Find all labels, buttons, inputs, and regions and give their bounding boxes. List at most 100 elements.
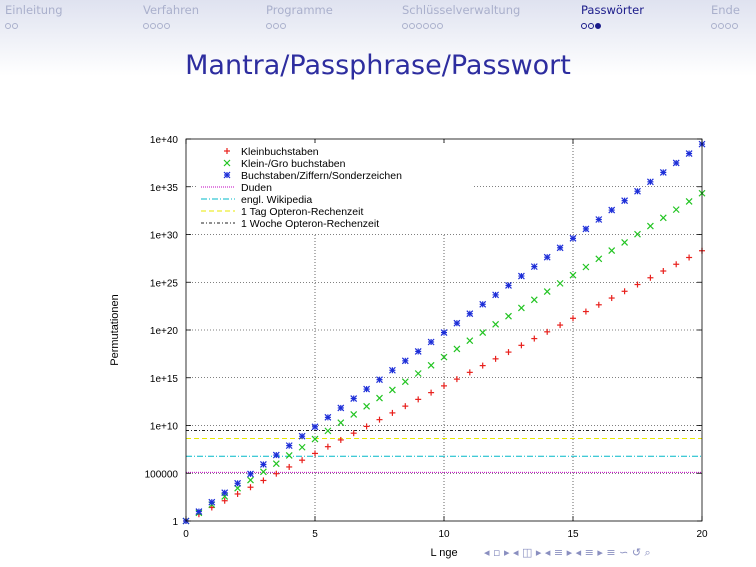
data-point	[337, 436, 344, 443]
y-tick-label: 1e+35	[150, 183, 179, 194]
data-point	[324, 413, 332, 421]
x-tick-label: 20	[696, 529, 708, 540]
data-point	[466, 337, 474, 345]
subsection-dot[interactable]	[437, 23, 443, 29]
x-tick-label: 10	[438, 529, 450, 540]
nav-section-5[interactable]: Passwörter	[581, 3, 644, 29]
beamer-navigation-symbols[interactable]: ◂ ▫ ▸ ◂ ◫ ▸ ◂ ≡ ▸ ◂ ≡ ▸ ≡ ∽ ↺ ⌕	[484, 546, 651, 559]
subsection-dot[interactable]	[273, 23, 279, 29]
data-point	[530, 263, 538, 271]
nav-section-2[interactable]: Verfahren	[143, 4, 199, 29]
data-point	[208, 498, 216, 506]
data-point	[247, 470, 254, 478]
data-point	[221, 489, 229, 497]
data-point	[273, 470, 280, 477]
data-point	[414, 347, 422, 355]
data-point	[401, 378, 409, 386]
nav-section-4[interactable]: Schlüsselverwaltung	[402, 4, 520, 29]
data-point	[388, 386, 396, 394]
nav-section-1[interactable]: Einleitung	[5, 3, 63, 29]
data-point	[505, 312, 512, 320]
subsection-dot[interactable]	[143, 23, 149, 29]
subsection-dot[interactable]	[157, 23, 163, 29]
subsection-dot[interactable]	[588, 23, 594, 29]
data-point	[634, 281, 641, 288]
data-point	[479, 329, 487, 336]
subsection-dot[interactable]	[150, 23, 156, 29]
header-fade	[0, 36, 756, 76]
subsection-dot[interactable]	[423, 23, 429, 29]
x-tick-label: 5	[312, 529, 318, 540]
data-point	[234, 490, 241, 497]
data-point	[427, 361, 435, 369]
nav-section-6[interactable]: Ende	[711, 4, 740, 29]
data-point	[544, 328, 551, 335]
subsection-dot[interactable]	[266, 23, 272, 29]
subsection-dot[interactable]	[430, 23, 436, 29]
data-point	[223, 159, 231, 167]
subsection-dot[interactable]	[416, 23, 422, 29]
nav-section-label: Passwörter	[581, 3, 644, 17]
data-point	[466, 369, 473, 376]
y-tick-label: 1e+10	[150, 422, 179, 433]
data-point	[543, 253, 551, 261]
subsection-dot[interactable]	[164, 23, 170, 29]
data-point	[440, 329, 448, 336]
data-point	[324, 443, 331, 450]
data-point	[595, 301, 602, 308]
nav-section-label: Programme	[266, 3, 333, 17]
data-point	[195, 508, 203, 516]
data-point	[595, 216, 603, 223]
y-axis-label: Permutationen	[109, 294, 121, 366]
data-point	[646, 178, 654, 186]
series-points	[182, 140, 706, 525]
y-tick-label: 1e+25	[150, 278, 179, 289]
data-point	[672, 159, 680, 167]
section-navigation-bar: Einleitung Verfahren Programme Schlüsselver…	[0, 0, 756, 36]
data-point	[259, 468, 267, 476]
data-point	[647, 274, 654, 281]
data-point	[505, 349, 512, 356]
data-point	[337, 404, 345, 412]
data-point	[557, 322, 564, 329]
data-point	[285, 442, 293, 450]
data-point	[363, 402, 371, 410]
data-points	[182, 140, 706, 525]
subsection-dot[interactable]	[711, 23, 717, 29]
data-point	[634, 187, 641, 195]
data-point	[621, 238, 629, 246]
data-point	[659, 214, 667, 222]
subsection-dot[interactable]	[718, 23, 724, 29]
y-tick-label: 1e+30	[150, 231, 179, 242]
data-point	[646, 222, 654, 230]
data-point	[531, 335, 538, 342]
subsection-dot[interactable]	[725, 23, 731, 29]
data-point	[569, 271, 577, 279]
subsection-dot[interactable]	[5, 23, 11, 29]
subsection-dot[interactable]	[409, 23, 415, 29]
nav-section-3[interactable]: Programme	[266, 3, 333, 29]
data-point	[453, 376, 460, 383]
legend-entry: engl. Wikipedia	[241, 194, 312, 206]
data-point	[259, 461, 267, 468]
data-point	[247, 484, 254, 491]
data-point	[363, 423, 370, 430]
subsection-dot[interactable]	[732, 23, 738, 29]
data-point	[388, 366, 396, 374]
data-point	[376, 376, 383, 384]
nav-section-label: Einleitung	[5, 3, 63, 17]
subsection-dot[interactable]	[581, 23, 587, 29]
data-point	[556, 279, 564, 287]
subsection-dot[interactable]	[280, 23, 286, 29]
data-point	[311, 423, 319, 431]
subsection-dot[interactable]	[12, 23, 18, 29]
data-point	[453, 319, 461, 327]
data-point	[234, 484, 242, 492]
data-point	[272, 451, 280, 459]
x-axis-label: L nge	[430, 547, 457, 559]
subsection-dot[interactable]	[595, 23, 601, 29]
x-tick-label: 15	[567, 529, 579, 540]
legend-entry: Kleinbuchstaben	[241, 146, 319, 158]
subsection-dot[interactable]	[402, 23, 408, 29]
